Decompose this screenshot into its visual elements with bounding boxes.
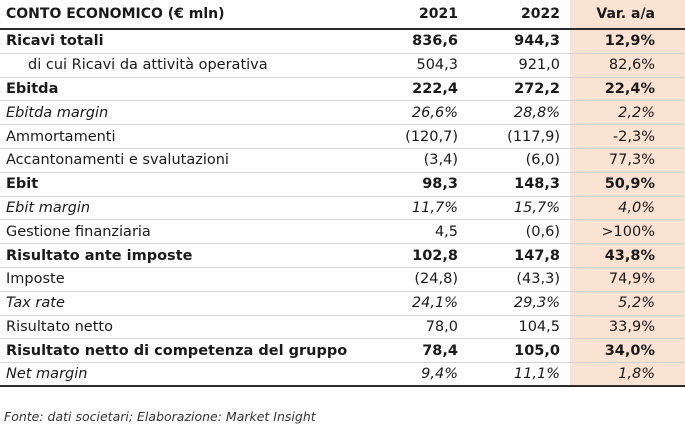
row-2021: 78,0 [425, 318, 458, 335]
table-row: Gestione finanziaria 4,5 (0,6) >100% [0, 220, 685, 245]
row-label: Ebit [6, 176, 39, 193]
row-var: 5,2% [570, 291, 685, 315]
row-2021: 26,6% [411, 104, 458, 121]
row-var: 12,9% [570, 30, 685, 53]
table-row: Ammortamenti (120,7) (117,9) -2,3% [0, 125, 685, 149]
table-row: Risultato netto di competenza del gruppo… [0, 339, 685, 364]
row-var: 1,8% [570, 363, 685, 385]
row-label: Tax rate [6, 295, 65, 312]
row-label: Ebitda [6, 80, 59, 97]
row-label: Ammortamenti [6, 128, 116, 145]
row-2021: 24,1% [411, 295, 458, 312]
table-header: CONTO ECONOMICO (€ mln) 2021 2022 Var. a… [0, 0, 685, 30]
row-2022: (6,0) [525, 152, 560, 169]
row-label: Gestione finanziaria [6, 223, 151, 240]
table-row: di cui Ricavi da attività operativa 504,… [0, 53, 685, 78]
row-2022: 272,2 [514, 80, 560, 97]
row-var: 34,0% [570, 339, 685, 363]
row-label: Ebitda margin [6, 104, 109, 121]
row-2021: 222,4 [412, 80, 458, 97]
table-row: Ebitda margin 26,6% 28,8% 2,2% [0, 101, 685, 126]
row-var: 82,6% [570, 53, 685, 77]
row-label: Ricavi totali [6, 33, 104, 50]
row-var: 33,9% [570, 315, 685, 339]
row-2022: 29,3% [513, 295, 560, 312]
table-row: Imposte (24,8) (43,3) 74,9% [0, 267, 685, 292]
table-row: Ebit margin 11,7% 15,7% 4,0% [0, 196, 685, 221]
row-label: Ebit margin [6, 199, 91, 216]
row-label: Imposte [6, 271, 65, 288]
row-var: 77,3% [570, 148, 685, 172]
row-2022: 28,8% [513, 104, 560, 121]
table-row: Ebitda 222,4 272,2 22,4% [0, 77, 685, 102]
row-var: >100% [570, 220, 685, 244]
row-var: 2,2% [570, 101, 685, 125]
header-title: CONTO ECONOMICO (€ mln) [6, 6, 225, 22]
row-2022: 148,3 [514, 176, 560, 193]
table-row: Ricavi totali 836,6 944,3 12,9% [0, 30, 685, 54]
table-row: Net margin 9,4% 11,1% 1,8% [0, 363, 685, 387]
row-2022: 11,1% [513, 366, 560, 383]
table-row: Risultato ante imposte 102,8 147,8 43,8% [0, 244, 685, 268]
table: CONTO ECONOMICO (€ mln) 2021 2022 Var. a… [0, 0, 685, 387]
row-2022: (117,9) [507, 128, 560, 145]
row-var: 74,9% [570, 267, 685, 291]
row-label: di cui Ricavi da attività operativa [28, 57, 268, 74]
row-2021: 836,6 [412, 33, 458, 50]
row-label: Risultato netto [6, 318, 113, 335]
row-label: Net margin [6, 366, 88, 383]
row-2022: 921,0 [518, 57, 560, 74]
row-2022: 105,0 [514, 342, 560, 359]
table-row: Tax rate 24,1% 29,3% 5,2% [0, 291, 685, 316]
row-2021: 78,4 [422, 342, 458, 359]
header-2022: 2022 [521, 6, 560, 22]
row-var: -2,3% [570, 125, 685, 148]
row-var: 43,8% [570, 244, 685, 267]
row-var: 50,9% [570, 172, 685, 196]
row-2022: (0,6) [525, 223, 560, 240]
row-2022: 944,3 [514, 33, 560, 50]
table-row: Accantonamenti e svalutazioni (3,4) (6,0… [0, 148, 685, 173]
row-2022: (43,3) [516, 271, 560, 288]
row-label: Accantonamenti e svalutazioni [6, 152, 229, 169]
row-2022: 104,5 [518, 318, 560, 335]
row-2021: 4,5 [434, 223, 458, 240]
row-2022: 147,8 [514, 247, 560, 264]
table-row: Ebit 98,3 148,3 50,9% [0, 172, 685, 197]
row-var: 22,4% [570, 77, 685, 101]
row-2021: (120,7) [405, 128, 458, 145]
table-row: Risultato netto 78,0 104,5 33,9% [0, 315, 685, 340]
header-2021: 2021 [419, 6, 458, 22]
row-2021: 98,3 [422, 176, 458, 193]
header-var: Var. a/a [570, 0, 685, 28]
source-note: Fonte: dati societari; Elaborazione: Mar… [4, 409, 316, 424]
row-2021: 102,8 [412, 247, 458, 264]
row-label: Risultato netto di competenza del gruppo [6, 342, 348, 359]
row-2021: (3,4) [423, 152, 458, 169]
row-2022: 15,7% [513, 199, 560, 216]
row-2021: 11,7% [411, 199, 458, 216]
row-label: Risultato ante imposte [6, 247, 193, 264]
row-var: 4,0% [570, 196, 685, 220]
row-2021: 9,4% [421, 366, 458, 383]
row-2021: 504,3 [416, 57, 458, 74]
row-2021: (24,8) [414, 271, 458, 288]
